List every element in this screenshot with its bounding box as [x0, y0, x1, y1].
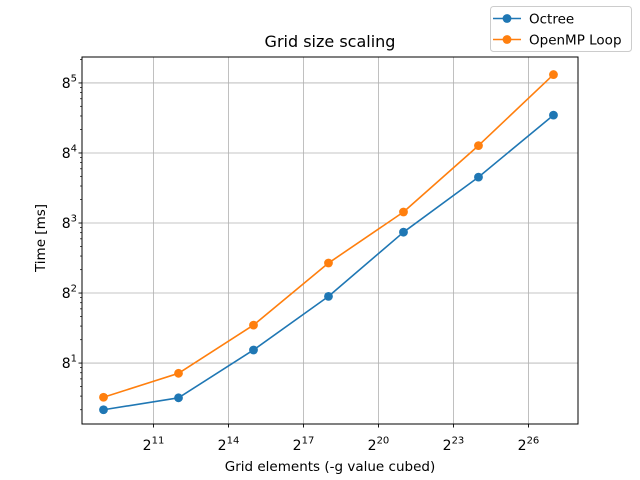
- data-point-octree: [324, 291, 333, 301]
- data-point-openmp-loop: [399, 207, 408, 217]
- legend-marker-openmp-loop-icon: [502, 35, 512, 44]
- data-point-openmp-loop: [549, 70, 558, 79]
- data-point-openmp-loop: [249, 320, 258, 330]
- x-tick-label: 211: [143, 436, 165, 455]
- legend-box: [490, 6, 632, 52]
- legend-label-octree: Octree: [529, 12, 574, 28]
- chart-text-layer: Grid size scaling Grid elements (-g valu…: [33, 32, 435, 475]
- series-openmp-loop: [99, 70, 558, 402]
- legend-label-openmp-loop: OpenMP Loop: [529, 33, 622, 49]
- chart-title: Grid size scaling: [265, 32, 396, 51]
- y-tick-label: 81: [62, 354, 77, 373]
- data-point-openmp-loop: [474, 141, 483, 150]
- legend-entry-openmp-loop: OpenMP Loop: [493, 33, 622, 49]
- x-tick-label: 220: [368, 436, 390, 455]
- legend-entry-octree: Octree: [493, 12, 574, 28]
- data-point-octree: [549, 110, 558, 120]
- legend-marker-octree-icon: [502, 14, 512, 23]
- series-octree: [99, 110, 558, 415]
- y-tick-label: 84: [62, 143, 77, 162]
- gridlines: [82, 57, 578, 424]
- y-tick-label: 82: [62, 284, 77, 303]
- x-tick-label: 226: [518, 436, 540, 455]
- data-point-openmp-loop: [99, 392, 108, 402]
- plot-border: [81, 56, 579, 425]
- x-tick-label: 214: [218, 436, 240, 455]
- data-point-octree: [474, 172, 483, 182]
- data-point-octree: [249, 345, 258, 355]
- data-point-octree: [399, 227, 408, 237]
- legend: Octree OpenMP Loop: [490, 6, 632, 52]
- x-tick-label: 217: [293, 436, 315, 455]
- data-point-openmp-loop: [324, 258, 333, 268]
- data-point-octree: [99, 405, 108, 415]
- plot-area: [82, 57, 578, 424]
- data-point-octree: [174, 393, 183, 403]
- y-axis-label: Time [ms]: [33, 204, 49, 273]
- x-tick-label: 223: [443, 436, 465, 455]
- tick-labels: 211 214 217 220 223 226 81 82 83 84 85: [62, 73, 540, 454]
- x-axis-label: Grid elements (-g value cubed): [225, 459, 435, 475]
- y-tick-label: 85: [62, 73, 77, 92]
- data-point-openmp-loop: [174, 368, 183, 378]
- y-tick-label: 83: [62, 214, 77, 233]
